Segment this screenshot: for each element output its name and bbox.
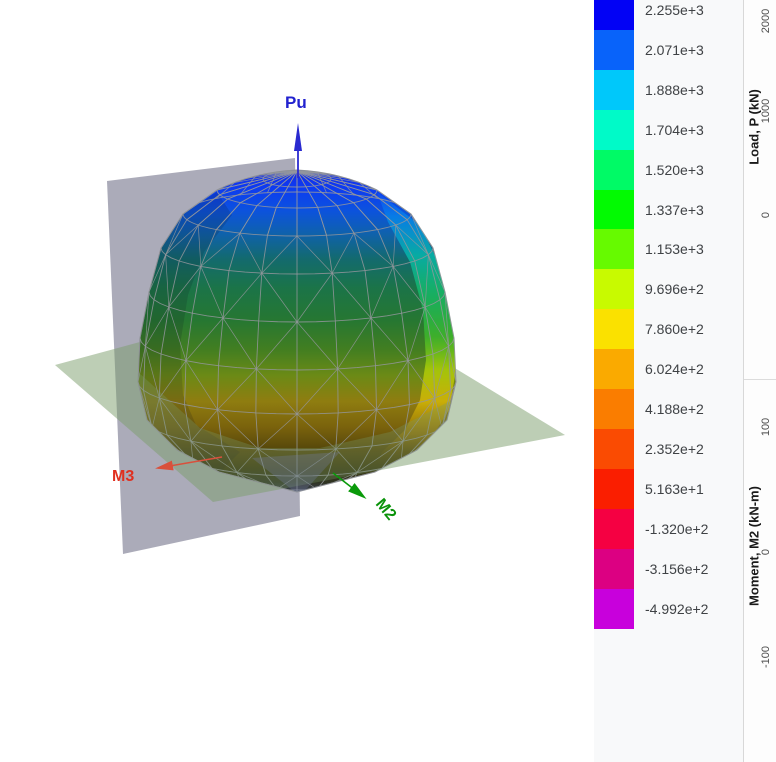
legend-value-label: 1.337e+3 <box>645 201 704 218</box>
load-p-axis-title: Load, P (kN) <box>746 89 762 165</box>
legend-color-swatch <box>594 109 634 150</box>
legend-value-label: 1.153e+3 <box>645 241 704 258</box>
legend-value-label: 1.888e+3 <box>645 81 704 98</box>
legend-value-label: -3.156e+2 <box>645 560 709 577</box>
m2-axis-arrow <box>332 472 367 499</box>
m2-axis-tick-label: 100 <box>760 417 772 437</box>
side-charts-divider <box>744 379 776 380</box>
m3-axis-arrow <box>155 456 223 471</box>
pu-axis-arrowhead <box>294 123 302 151</box>
color-scale-legend: 2.255e+3 2.071e+3 1.888e+3 1.704e+3 1.520e+3… <box>594 0 743 762</box>
m2-axis-tick-label: 0 <box>760 548 772 556</box>
p-axis-tick-label: 0 <box>760 211 772 219</box>
side-charts-strip[interactable] <box>743 0 776 762</box>
legend-value-label: -1.320e+2 <box>645 520 709 537</box>
legend-value-label: 6.024e+2 <box>645 361 704 378</box>
legend-value-label: 2.071e+3 <box>645 41 704 58</box>
legend-value-label: -4.992e+2 <box>645 600 709 617</box>
gray-plane-front-overlay <box>252 452 340 492</box>
surface-mesh <box>138 170 456 492</box>
legend-value-label: 4.188e+2 <box>645 401 704 417</box>
legend-color-swatch <box>594 428 634 469</box>
legend-value-label: 9.696e+2 <box>645 281 704 298</box>
legend-value-label: 2.255e+3 <box>645 2 704 18</box>
legend-color-swatch <box>594 29 634 70</box>
p-axis-tick-label: 2000 <box>760 8 772 34</box>
legend-value-label: 1.704e+3 <box>645 121 704 138</box>
m3-axis-label: M3 <box>112 468 134 485</box>
legend-color-swatch <box>594 349 634 390</box>
legend-color-swatch <box>594 149 634 190</box>
legend-color-swatch <box>594 0 634 30</box>
pu-axis-label: Pu <box>285 93 307 112</box>
legend-color-swatch <box>594 189 634 230</box>
legend-value-label: 1.520e+3 <box>645 161 704 178</box>
legend-color-swatch <box>594 508 634 549</box>
legend-value-label: 7.860e+2 <box>645 321 704 338</box>
m2-axis-label: M2 <box>372 496 399 524</box>
legend-value-label: 2.352e+2 <box>645 440 704 457</box>
p-axis-tick-label: 1000 <box>760 98 772 124</box>
legend-color-swatch <box>594 309 634 350</box>
legend-color-swatch <box>594 588 634 629</box>
moment-m2-axis-title: Moment, M2 (kN-m) <box>746 486 762 606</box>
legend-color-swatch <box>594 229 634 270</box>
legend-color-swatch <box>594 389 634 429</box>
legend-color-swatch <box>594 468 634 509</box>
legend-value-label: 5.163e+1 <box>645 480 704 497</box>
m2-axis-tick-label: -100 <box>760 645 772 669</box>
legend-color-swatch <box>594 69 634 110</box>
interaction-surface-3d-canvas[interactable]: Pu M3 M2 <box>0 0 594 762</box>
legend-color-swatch <box>594 548 634 589</box>
legend-color-swatch <box>594 269 634 310</box>
